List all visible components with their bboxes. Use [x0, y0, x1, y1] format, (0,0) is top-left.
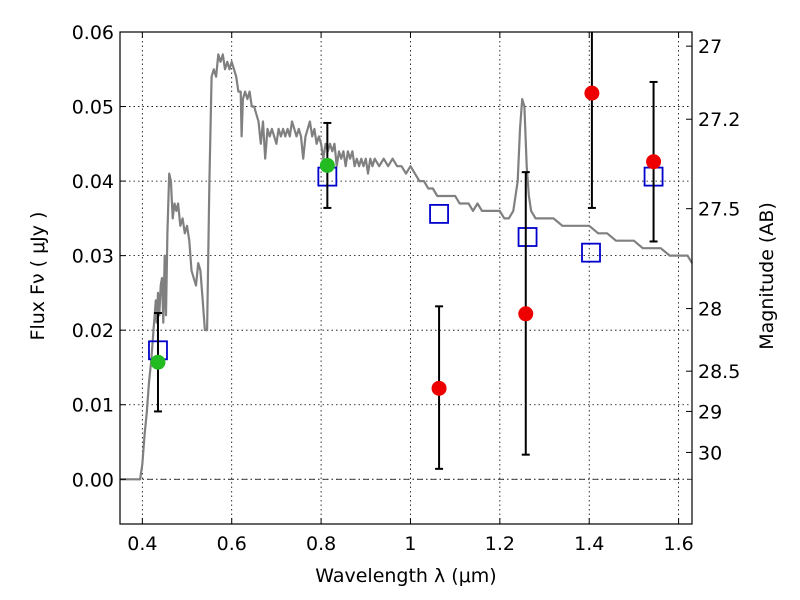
y2-tick-label: 28	[698, 299, 722, 321]
x-tick-label: 0.6	[217, 533, 247, 555]
y-tick-label: 0.00	[72, 469, 114, 491]
model-photometry-square	[429, 203, 449, 224]
x-tick-label: 1.2	[485, 533, 515, 555]
tick-marks	[120, 31, 692, 524]
y-tick-label: 0.05	[72, 97, 114, 119]
marker-layer	[148, 32, 664, 470]
y2-tick-label: 30	[698, 442, 722, 464]
y2-tick-label: 28.5	[698, 361, 740, 383]
upper-limit-point	[518, 306, 534, 322]
detection-point	[150, 354, 166, 370]
y-tick-label: 0.06	[72, 22, 114, 44]
y-tick-label: 0.01	[72, 395, 114, 417]
plot-frame	[119, 31, 693, 525]
upper-limit-point	[584, 85, 600, 101]
x-tick-label: 1.4	[574, 533, 604, 555]
x-axis-label: Wavelength λ (μm)	[315, 565, 496, 587]
y-axis-label: Flux Fν ( μJy )	[27, 212, 49, 341]
y2-tick-label: 27	[698, 36, 722, 58]
detection-point	[319, 157, 335, 173]
upper-limit-point	[646, 154, 662, 170]
spectrum-layer	[120, 53, 693, 481]
model-photometry-square	[517, 227, 538, 247]
tick-labels: 0.4 0.6 0.8 1 1.2 1.4 1.6 0.00 0.01 0.02 0.03 0.04 0…	[72, 22, 741, 555]
y2-tick-label: 27.5	[698, 199, 740, 221]
x-tick-label: 1.6	[663, 533, 693, 555]
y2-tick-label: 29	[698, 401, 722, 423]
y2-axis-label: Magnitude (AB)	[756, 202, 778, 350]
y-tick-label: 0.02	[72, 320, 114, 342]
x-tick-label: 1	[404, 533, 416, 555]
x-tick-label: 0.4	[127, 533, 157, 555]
x-tick-label: 0.8	[306, 533, 336, 555]
y-tick-label: 0.04	[72, 171, 114, 193]
y-tick-label: 0.03	[72, 246, 114, 268]
y2-tick-label: 27.2	[698, 109, 740, 131]
model-photometry-square	[581, 242, 601, 263]
upper-limit-point	[431, 380, 447, 396]
spectrum-line	[120, 53, 693, 481]
